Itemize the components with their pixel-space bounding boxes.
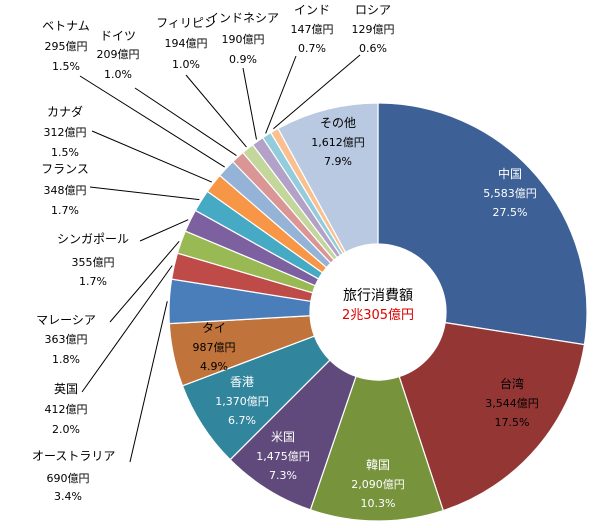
slice-name: その他 — [320, 116, 356, 130]
slice-value-label: 363億円 — [45, 333, 88, 346]
leader-line — [185, 74, 247, 148]
slice-percent-label: 1.8% — [52, 353, 80, 366]
leader-line — [81, 265, 173, 393]
slice-percent-label: 1.7% — [79, 275, 107, 288]
slice-percent-label: 10.3% — [361, 497, 396, 510]
slice-percent-label: 6.7% — [228, 414, 256, 427]
slice-value-label: 295億円 — [45, 40, 88, 53]
slice-name: 台湾 — [500, 376, 524, 391]
slice-value-label: 987億円 — [193, 341, 236, 354]
slice-percent-label: 7.9% — [324, 155, 352, 168]
slice-name: フランス — [41, 162, 89, 176]
slice-percent-label: 17.5% — [495, 416, 530, 429]
slice-name: フィリピン — [156, 16, 216, 30]
slice-name: カナダ — [47, 104, 83, 119]
slice-name: インドネシア — [207, 11, 279, 25]
slice-value-label: 1,475億円 — [256, 450, 310, 463]
slice-name: 韓国 — [366, 458, 390, 472]
slices — [168, 102, 588, 522]
slice-percent-label: 7.3% — [269, 469, 297, 482]
center-title: 旅行消費額 — [343, 288, 413, 304]
slice-name: タイ — [202, 321, 226, 335]
leader-line — [273, 54, 361, 130]
slice-value-label: 190億円 — [222, 33, 265, 46]
slice-name: ドイツ — [100, 29, 136, 43]
slice-percent-label: 1.5% — [52, 60, 80, 73]
slice-percent-label: 0.6% — [359, 42, 387, 55]
leader-lines — [79, 54, 361, 463]
leader-line — [242, 67, 257, 140]
slice-value-label: 5,583億円 — [483, 187, 537, 200]
leader-line — [79, 75, 225, 168]
leader-line — [134, 87, 237, 156]
leader-line — [109, 241, 180, 323]
slice-value-label: 690億円 — [47, 472, 90, 485]
slice-value-label: 194億円 — [165, 37, 208, 50]
leader-line — [139, 219, 189, 242]
slice-value-label: 312億円 — [44, 126, 87, 139]
slice-value-label: 348億円 — [44, 184, 87, 197]
slice-value-label: 3,544億円 — [485, 397, 539, 410]
slice-18 — [277, 102, 379, 254]
slice-percent-label: 1.0% — [104, 68, 132, 81]
slice-name: ベトナム — [42, 19, 90, 33]
slice-value-label: 129億円 — [352, 23, 395, 36]
slice-value-label: 209億円 — [97, 48, 140, 61]
slice-name: 香港 — [230, 375, 254, 389]
slice-name: マレーシア — [36, 313, 96, 327]
slice-2 — [309, 375, 444, 522]
slice-percent-label: 0.7% — [298, 42, 326, 55]
slice-value-label: 147億円 — [291, 23, 334, 36]
slice-percent-label: 1.0% — [172, 58, 200, 71]
donut-hole — [311, 245, 445, 379]
slice-labels: 中国 5,583億円 27.5% 台湾 3,544億円 17.5% 韓国 2,090億円 10.… — [32, 3, 539, 510]
center-value: 2兆305億円 — [342, 307, 414, 323]
slice-name: 英国 — [54, 382, 78, 396]
slice-1 — [398, 321, 586, 512]
slice-percent-label: 3.4% — [54, 490, 82, 503]
slice-name: オーストラリア — [32, 449, 115, 463]
slice-value-label: 1,612億円 — [311, 136, 365, 149]
leader-line — [129, 301, 168, 463]
leader-line — [89, 186, 200, 201]
slice-name: ロシア — [355, 3, 391, 17]
leader-line — [265, 55, 297, 134]
slice-value-label: 412億円 — [45, 403, 88, 416]
leader-line — [91, 130, 212, 183]
slice-name: インド — [294, 3, 330, 17]
slice-value-label: 1,370億円 — [215, 395, 269, 408]
slice-value-label: 2,090億円 — [351, 478, 405, 491]
slice-name: 米国 — [271, 430, 295, 444]
slice-percent-label: 0.9% — [229, 53, 257, 66]
slice-percent-label: 1.5% — [51, 146, 79, 159]
slice-0 — [377, 102, 588, 346]
slice-name: 中国 — [498, 166, 522, 181]
slice-percent-label: 27.5% — [493, 206, 528, 219]
slice-percent-label: 2.0% — [52, 423, 80, 436]
slice-value-label: 355億円 — [72, 256, 115, 269]
slice-percent-label: 4.9% — [200, 360, 228, 373]
slice-percent-label: 1.7% — [51, 204, 79, 217]
slice-name: シンガポール — [57, 232, 129, 246]
